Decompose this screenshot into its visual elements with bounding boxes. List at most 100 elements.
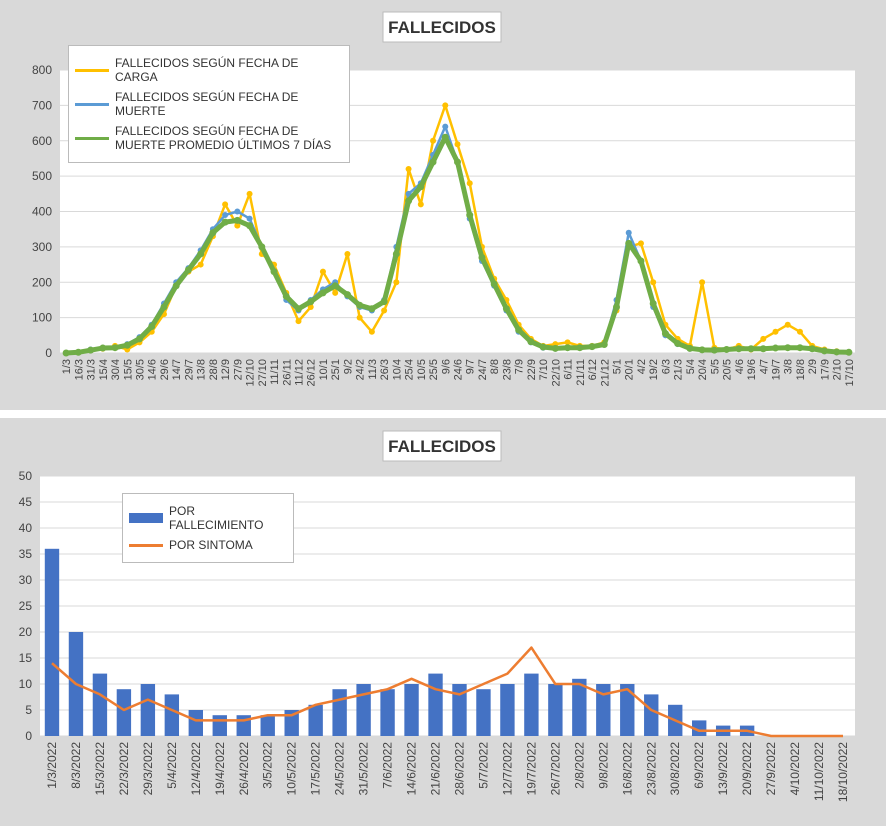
x-tick-label: 5/5 [709,359,721,374]
point [454,158,461,166]
point [356,301,364,309]
legend-swatch [75,99,109,109]
point [747,345,755,353]
legend: FALLECIDOS SEGÚN FECHA DE CARGA FALLECIDO… [68,45,350,163]
point [650,279,657,286]
point [760,335,767,342]
bar [428,673,443,736]
point [796,328,803,335]
x-tick-label: 17/9 [819,359,831,380]
x-tick-label: 24/5/2022 [333,742,347,796]
point [699,279,706,286]
x-tick-label: 22/9 [526,359,538,380]
x-tick-label: 1/3/2022 [45,742,59,789]
x-tick-label: 28/6/2022 [452,742,466,796]
point [527,338,535,346]
point [661,330,669,338]
bar [380,689,395,736]
legend-swatch [129,513,163,523]
x-tick-label: 30/8/2022 [668,742,682,796]
chart-title: FALLECIDOS [388,437,496,456]
y-tick-label: 40 [19,521,33,535]
bar [548,684,563,736]
x-tick-label: 5/4/2022 [165,742,179,789]
point [331,282,339,290]
x-tick-label: 10/4 [391,359,403,380]
x-tick-label: 4/2 [636,359,648,374]
x-tick-label: 12/10 [245,359,257,387]
point [160,303,168,311]
x-tick-label: 23/8/2022 [644,742,658,796]
point [442,102,449,109]
point [270,268,278,276]
title-box [382,11,502,43]
x-tick-label: 5/1 [612,359,624,374]
point [295,305,302,313]
legend-item: FALLECIDOS SEGÚN FECHA DE MUERTE PROMEDI… [75,124,343,152]
bar [524,673,539,736]
legend-label: FALLECIDOS SEGÚN FECHA DE CARGA [115,56,299,84]
point [723,345,731,353]
point [442,123,449,130]
x-tick-label: 26/3 [379,359,391,380]
y-tick-label: 30 [19,573,33,587]
x-tick-label: 25/4 [404,359,416,380]
point [319,289,327,297]
point [564,339,571,346]
point [197,250,205,258]
x-tick-label: 25/5 [428,359,440,380]
x-tick-label: 29/7 [183,359,195,380]
point [123,341,131,349]
point [600,341,608,349]
x-tick-label: 2/9 [807,359,819,374]
point [405,190,412,197]
y-tick-label: 700 [32,98,52,112]
point [686,344,694,352]
point [344,250,351,257]
x-tick-label: 31/5/2022 [357,742,371,796]
x-tick-label: 10/5 [416,359,428,380]
x-tick-label: 21/12 [599,359,611,387]
point [429,158,437,166]
point [637,257,645,265]
x-tick-label: 28/8 [208,359,220,380]
x-tick-label: 2/10 [832,359,844,380]
legend-label: FALLECIDOS SEGÚN FECHA DE MUERTE PROMEDI… [115,124,332,152]
point [405,197,413,205]
point [148,322,156,330]
x-tick-label: 24/7 [477,359,489,380]
x-tick-label: 18/10/2022 [836,742,850,802]
point [466,211,474,219]
x-tick-label: 19/7 [771,359,783,380]
y-tick-label: 100 [32,311,52,325]
point [625,229,632,236]
bar [44,548,60,736]
y-tick-label: 400 [32,205,52,219]
point [637,240,644,247]
point [222,201,229,208]
point [551,344,559,352]
x-tick-label: 14/6 [147,359,159,380]
x-tick-label: 24/6 [453,359,465,380]
x-tick-label: 21/6/2022 [429,742,443,796]
y-tick-label: 10 [19,677,33,691]
x-tick-label: 26/11 [281,359,293,386]
x-tick-label: 29/6 [159,359,171,380]
point [625,239,633,247]
point [808,345,816,353]
point [649,299,657,307]
bar [572,678,587,736]
bar [404,684,419,736]
bar [452,684,467,736]
bar [92,673,108,736]
y-tick-label: 45 [19,495,33,509]
point [246,190,253,197]
bar [620,684,635,736]
x-tick-label: 27/9 [232,359,244,380]
y-tick-label: 0 [25,729,32,743]
y-tick-label: 800 [32,63,52,77]
x-tick-label: 26/7/2022 [548,742,562,796]
x-tick-label: 3/8 [783,359,795,374]
